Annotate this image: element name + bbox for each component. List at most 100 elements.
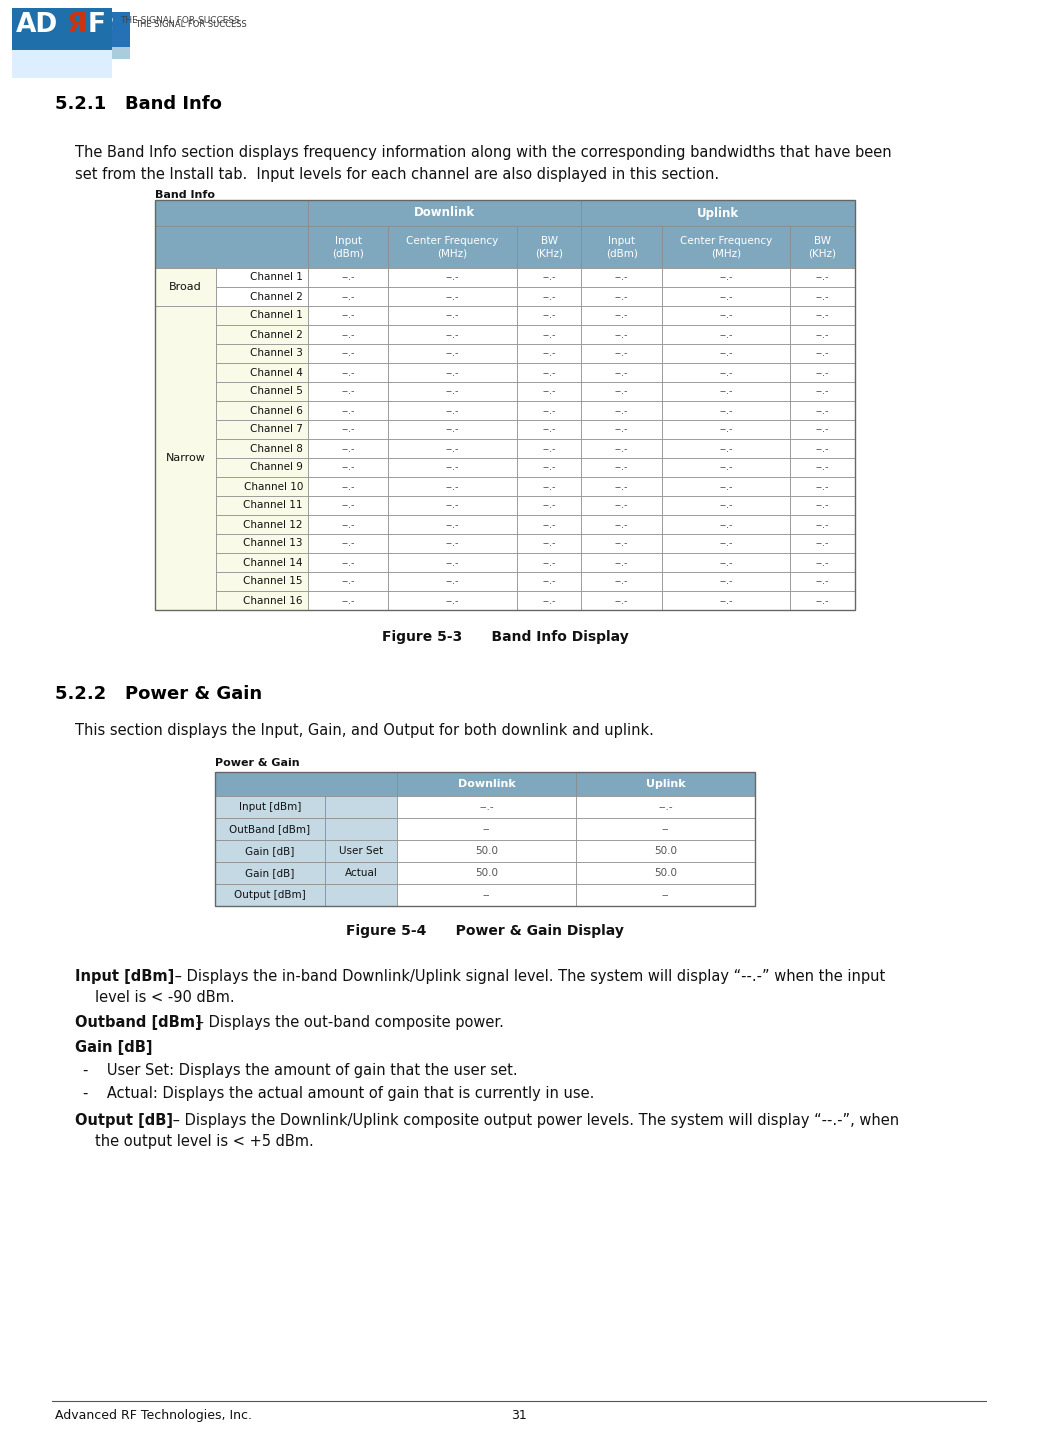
Text: --.-: --.-: [445, 348, 459, 358]
Bar: [517, 287, 581, 306]
Text: --.-: --.-: [342, 596, 355, 606]
Bar: [308, 325, 388, 344]
Text: --.-: --.-: [542, 272, 555, 282]
Bar: [388, 553, 517, 572]
Bar: [581, 459, 662, 478]
Bar: [581, 199, 855, 226]
Bar: [397, 796, 576, 818]
Bar: [790, 381, 855, 400]
Text: Gain [dB]: Gain [dB]: [245, 846, 295, 856]
Bar: [581, 496, 662, 515]
Text: --.-: --.-: [542, 348, 555, 358]
Bar: [388, 306, 517, 325]
Text: --.-: --.-: [816, 577, 829, 587]
Bar: [790, 496, 855, 515]
Text: --.-: --.-: [719, 444, 733, 453]
Bar: [216, 553, 308, 572]
Text: BW
(KHz): BW (KHz): [536, 236, 563, 258]
Text: --.-: --.-: [719, 329, 733, 339]
Text: --.-: --.-: [614, 444, 628, 453]
Bar: [790, 226, 855, 268]
Bar: [576, 862, 755, 884]
Text: --.-: --.-: [542, 425, 555, 434]
Bar: [308, 440, 388, 459]
Bar: [581, 419, 662, 440]
Text: --.-: --.-: [719, 577, 733, 587]
Bar: [155, 199, 308, 226]
Bar: [790, 440, 855, 459]
Bar: [517, 306, 581, 325]
Text: --.-: --.-: [342, 520, 355, 530]
Bar: [790, 591, 855, 610]
Text: Channel 9: Channel 9: [250, 463, 303, 473]
Text: --.-: --.-: [445, 329, 459, 339]
Bar: [790, 268, 855, 287]
Bar: [216, 325, 308, 344]
Bar: [662, 591, 790, 610]
Text: Power & Gain: Power & Gain: [215, 759, 300, 767]
Bar: [581, 553, 662, 572]
Text: Channel 1: Channel 1: [250, 310, 303, 320]
Text: Figure 5-4      Power & Gain Display: Figure 5-4 Power & Gain Display: [346, 925, 624, 938]
Text: --.-: --.-: [719, 367, 733, 377]
Bar: [581, 287, 662, 306]
Bar: [662, 534, 790, 553]
Text: Я: Я: [66, 12, 86, 38]
Bar: [581, 572, 662, 591]
Text: Uplink: Uplink: [646, 779, 685, 789]
Text: --.-: --.-: [542, 596, 555, 606]
Bar: [216, 534, 308, 553]
Bar: [216, 344, 308, 363]
Text: --.-: --.-: [614, 463, 628, 473]
Bar: [790, 515, 855, 534]
Text: --.-: --.-: [542, 367, 555, 377]
Bar: [517, 534, 581, 553]
Text: --.-: --.-: [614, 425, 628, 434]
Bar: [215, 884, 325, 906]
Bar: [308, 478, 388, 496]
Bar: [308, 400, 388, 419]
Text: --.-: --.-: [614, 310, 628, 320]
Bar: [662, 572, 790, 591]
Bar: [517, 459, 581, 478]
Bar: [662, 226, 790, 268]
Text: --.-: --.-: [719, 558, 733, 568]
Bar: [790, 287, 855, 306]
Bar: [790, 478, 855, 496]
Text: --.-: --.-: [445, 501, 459, 511]
Bar: [216, 306, 308, 325]
Bar: [216, 363, 308, 381]
Text: --.-: --.-: [719, 406, 733, 415]
Text: OutBand [dBm]: OutBand [dBm]: [229, 824, 310, 834]
Text: THE SIGNAL FOR SUCCESS: THE SIGNAL FOR SUCCESS: [135, 20, 247, 29]
Text: Advanced RF Technologies, Inc.: Advanced RF Technologies, Inc.: [55, 1409, 252, 1423]
Bar: [325, 840, 397, 862]
Text: --.-: --.-: [445, 444, 459, 453]
Bar: [216, 572, 308, 591]
Text: --.-: --.-: [342, 539, 355, 549]
Text: --.-: --.-: [719, 596, 733, 606]
Bar: [325, 818, 397, 840]
Bar: [388, 363, 517, 381]
Text: --.-: --.-: [542, 577, 555, 587]
Text: --.-: --.-: [542, 444, 555, 453]
Bar: [216, 515, 308, 534]
Text: --.-: --.-: [445, 482, 459, 492]
Bar: [388, 534, 517, 553]
Text: Downlink: Downlink: [414, 207, 475, 220]
Text: --.-: --.-: [816, 558, 829, 568]
Text: Channel 2: Channel 2: [250, 291, 303, 301]
Bar: [581, 363, 662, 381]
Text: AD: AD: [16, 12, 58, 38]
Text: --.-: --.-: [445, 520, 459, 530]
Bar: [216, 287, 308, 306]
Bar: [662, 363, 790, 381]
Bar: [790, 572, 855, 591]
Bar: [308, 287, 388, 306]
Text: --.-: --.-: [816, 501, 829, 511]
Text: Channel 2: Channel 2: [250, 329, 303, 339]
Text: --.-: --.-: [816, 386, 829, 396]
Bar: [581, 381, 662, 400]
Text: --.-: --.-: [542, 386, 555, 396]
Bar: [662, 553, 790, 572]
